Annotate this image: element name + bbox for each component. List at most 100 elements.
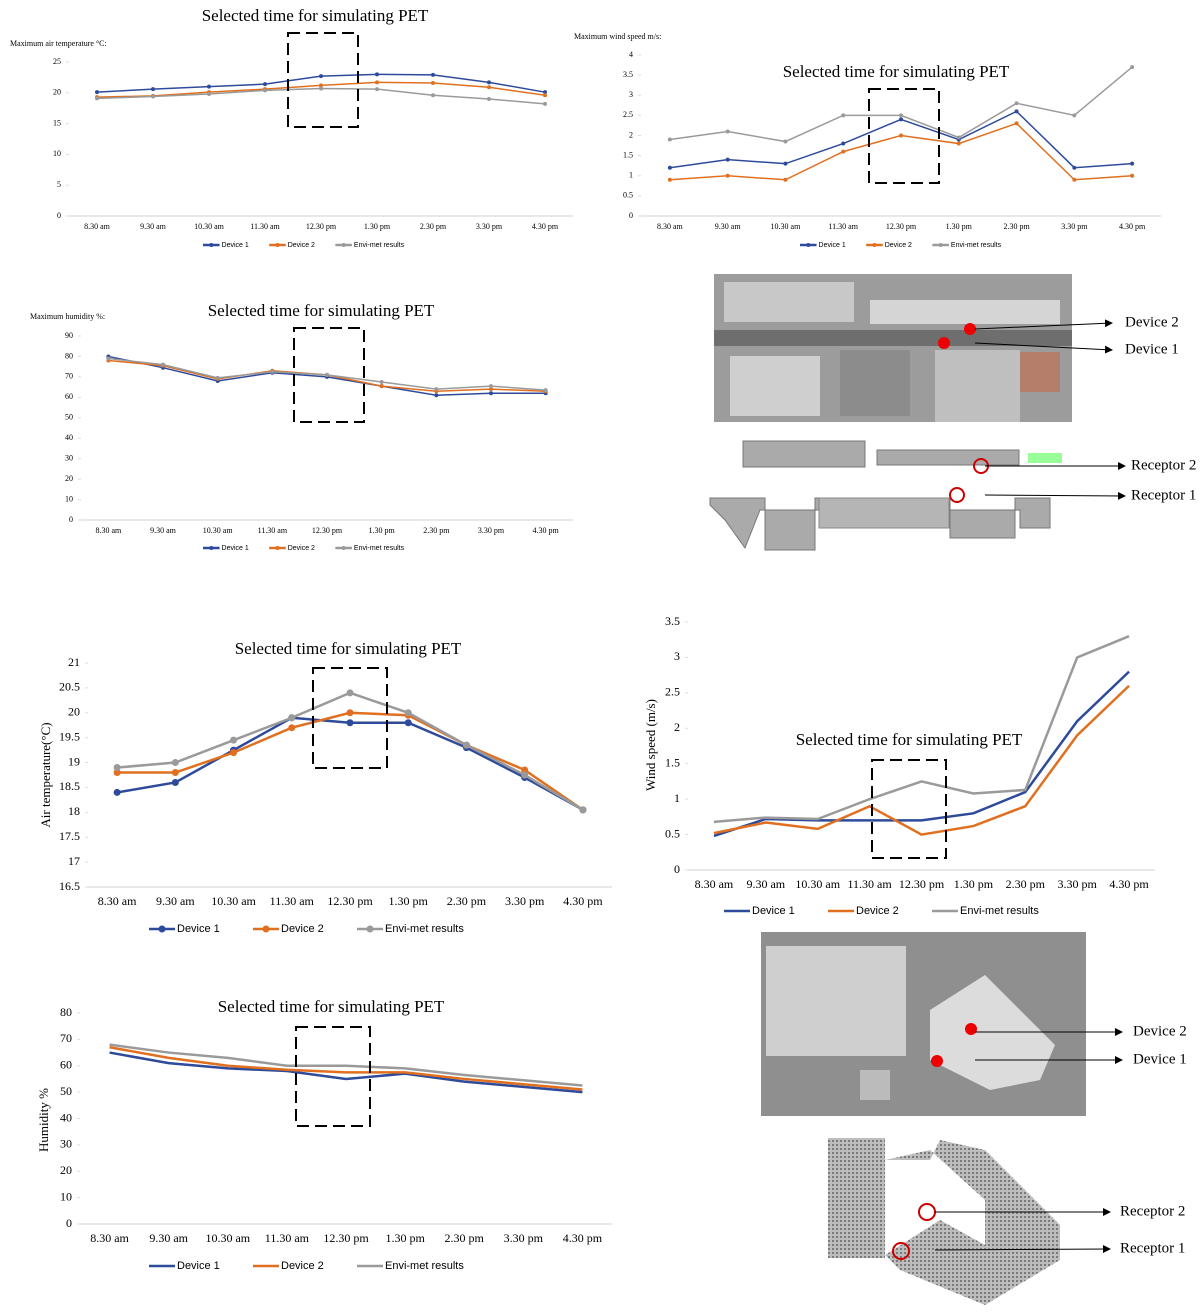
receptor-map-1 [709, 440, 1062, 551]
y-tick-label: 60 [60, 1058, 72, 1072]
point [841, 141, 846, 146]
x-tick-label: 2.30 pm [445, 1231, 485, 1245]
x-tick-label: 10.30 am [194, 222, 225, 231]
x-tick-label: 11.30 am [828, 222, 858, 231]
pointer-arrow [974, 342, 1113, 354]
x-tick-label: 4.30 pm [532, 222, 559, 231]
y-tick-label: 20 [65, 474, 73, 483]
chart: 0 5 10 15 20 25 8.30 am 9.30 am 10.30 am 11.30 am… [10, 6, 573, 249]
point [783, 161, 788, 166]
x-tick-label: 1.30 pm [369, 526, 396, 535]
selected-time-box [287, 32, 359, 128]
legend-marker [806, 243, 811, 247]
series-line [713, 635, 1130, 824]
point [841, 149, 846, 154]
point [404, 719, 412, 727]
point [543, 90, 547, 95]
y-tick-label: 20.5 [59, 680, 80, 694]
x-tick-label: 8.30 am [98, 894, 137, 908]
y-tick-label: 2 [674, 720, 680, 734]
legend-label: Device 1 [752, 905, 795, 917]
annotation: Selected time for simulating PET [218, 997, 445, 1016]
point [346, 709, 354, 717]
point [543, 101, 547, 106]
point [113, 764, 121, 772]
pointer-arrow [984, 491, 1126, 500]
legend-marker [209, 243, 214, 247]
chart: 0 10 20 30 40 50 60 70 80 90 8.30 am 9.30 am 10.30 a… [30, 301, 573, 552]
y-tick-label: 20 [53, 88, 61, 97]
legend-marker [938, 243, 943, 247]
point [521, 766, 529, 774]
x-tick-label: 11.30 am [258, 526, 288, 535]
y-tick-label: 2.5 [665, 685, 680, 699]
series-line [713, 684, 1130, 836]
y-tick-label: 1.5 [665, 755, 680, 769]
legend-label: Device 1 [819, 242, 846, 249]
x-tick-label: 11.30 am [250, 222, 280, 231]
point [434, 393, 439, 398]
y-tick-label: 20 [60, 1163, 72, 1177]
y-tick-label: 2.5 [623, 110, 633, 119]
y-axis-label: Air temperature(°C) [38, 722, 53, 827]
point [956, 135, 961, 140]
legend-label: Envi-met results [354, 242, 405, 249]
point [1072, 165, 1077, 170]
map-label: Receptor 1 [1131, 487, 1196, 503]
y-tick-label: 1.5 [623, 150, 633, 159]
x-tick-label: 9.30 am [150, 526, 177, 535]
point [171, 769, 179, 777]
x-tick-label: 10.30 am [795, 877, 840, 891]
x-tick-label: 4.30 pm [1109, 877, 1149, 891]
x-tick-label: 12.30 pm [323, 1231, 369, 1245]
series-line [109, 1051, 583, 1094]
point [106, 356, 111, 361]
y-tick-label: 60 [65, 392, 73, 401]
map-label: Receptor 2 [1131, 457, 1196, 473]
point [489, 391, 493, 396]
x-tick-label: 9.30 am [149, 1231, 188, 1245]
point [667, 137, 672, 142]
legend-label: Device 2 [281, 923, 324, 935]
point [215, 375, 220, 380]
y-tick-label: 0 [57, 211, 61, 220]
legend-label: Device 2 [856, 905, 899, 917]
point [346, 719, 354, 727]
legend-label: Device 1 [177, 1260, 220, 1272]
point [207, 92, 211, 97]
x-tick-label: 9.30 am [715, 222, 742, 231]
x-tick-label: 4.30 pm [563, 894, 603, 908]
y-tick-label: 15 [53, 118, 61, 127]
point [171, 778, 179, 786]
x-tick-label: 1.30 pm [954, 877, 994, 891]
point [579, 806, 587, 814]
y-tick-label: 2 [629, 130, 633, 139]
selected-time-box [312, 667, 388, 769]
map-label: Receptor 1 [1120, 1240, 1185, 1256]
legend-label: Device 2 [281, 1260, 324, 1272]
legend-marker [275, 546, 280, 550]
point [1130, 65, 1135, 70]
x-tick-label: 10.30 am [203, 526, 234, 535]
x-tick-label: 8.30 am [90, 1231, 129, 1245]
series-line [669, 122, 1133, 181]
y-tick-label: 17.5 [59, 829, 80, 843]
y-tick-label: 3 [674, 649, 680, 663]
point [462, 741, 470, 749]
pointer-arrow [934, 1245, 1111, 1254]
annotation: Selected time for simulating PET [796, 730, 1023, 749]
y-tick-label: 30 [60, 1137, 72, 1151]
point [95, 90, 99, 95]
y-tick-label: 17 [68, 854, 80, 868]
legend-marker [262, 925, 270, 933]
y-tick-label: 70 [60, 1031, 72, 1045]
point [375, 72, 379, 77]
y-tick-label: 80 [65, 351, 73, 360]
y-axis-label: Humidity % [36, 1088, 51, 1152]
series-line [109, 1043, 583, 1087]
y-tick-label: 5 [57, 180, 61, 189]
point [1014, 121, 1019, 126]
y-tick-label: 30 [65, 453, 73, 462]
y-tick-label: 3 [629, 90, 633, 99]
point [899, 117, 903, 122]
